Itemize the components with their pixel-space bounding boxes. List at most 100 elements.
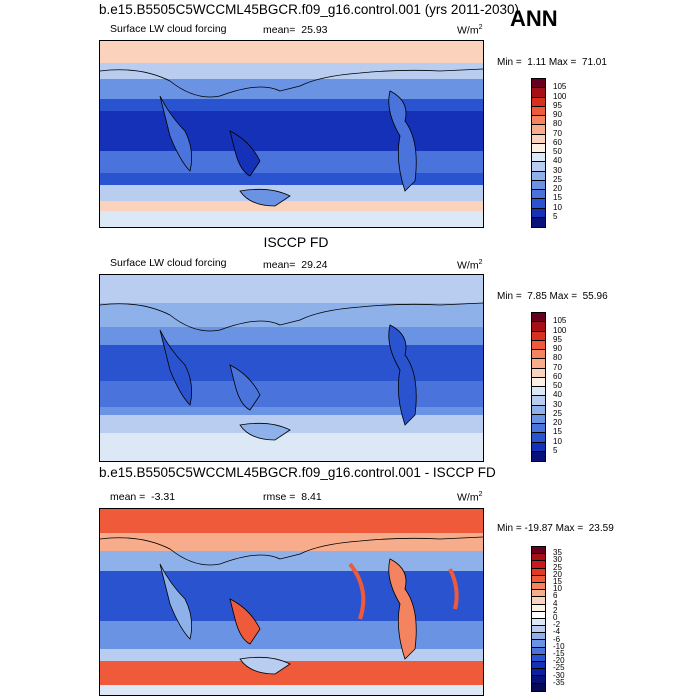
colorbar-swatch (532, 208, 545, 218)
colorbar-swatch (532, 433, 545, 443)
panel3-mean: mean = -3.31 (110, 491, 176, 503)
colorbar-swatch (532, 626, 545, 634)
colorbar-swatch (532, 340, 545, 350)
colorbar-tick-label: -2 (553, 620, 561, 630)
colorbar-swatch (532, 582, 545, 591)
colorbar-tick-label: 35 (553, 548, 562, 558)
case-title: b.e15.B5505C5WCCML45BGCR.f09_g16.control… (99, 2, 519, 17)
colorbar-tick-label: 15 (553, 577, 562, 586)
colorbar-tick-label: 70 (553, 128, 562, 138)
panel3-diff-map (99, 508, 484, 696)
colorbar-swatch (532, 97, 545, 107)
colorbar-tick-label: 25 (553, 408, 562, 418)
colorbar-tick-label: 95 (553, 100, 562, 110)
colorbar-tick-label: 6 (553, 591, 558, 601)
colorbar-swatch (532, 106, 545, 116)
colorbar-swatch (532, 451, 545, 461)
colorbar-tick-label: 10 (553, 584, 562, 594)
panel3-minmax: Min = -19.87 Max = 23.59 (497, 523, 614, 534)
colorbar-swatch (532, 590, 545, 598)
colorbar-tick-label: 40 (553, 156, 562, 166)
panel1-field-label: Surface LW cloud forcing (110, 23, 227, 35)
colorbar-swatch (532, 162, 545, 172)
colorbar-swatch (532, 611, 545, 619)
diff-title: b.e15.B5505C5WCCML45BGCR.f09_g16.control… (99, 465, 496, 480)
colorbar-tick-label: 40 (553, 390, 562, 400)
colorbar-swatch (532, 143, 545, 153)
colorbar-swatch (532, 313, 545, 323)
colorbar-tick-label: 90 (553, 344, 562, 353)
colorbar-tick-label: -20 (553, 656, 565, 666)
colorbar-swatch (532, 669, 545, 677)
colorbar-tick-label: -10 (553, 641, 565, 651)
colorbar-tick-label: 100 (553, 325, 567, 335)
colorbar-tick-label: -4 (553, 627, 561, 637)
colorbar-tick-label: 20 (553, 418, 562, 427)
colorbar-swatch (532, 350, 545, 360)
colorbar-swatch (532, 153, 545, 163)
colorbar-tick-label: 5 (553, 211, 558, 221)
colorbar-tick-label: 25 (553, 562, 562, 572)
panel2-minmax: Min = 7.85 Max = 55.96 (497, 291, 608, 302)
colorbar-tick-label: -30 (553, 670, 565, 680)
colorbar-swatch (532, 171, 545, 181)
panel1-minmax: Min = 1.11 Max = 71.01 (497, 57, 607, 68)
colorbar-swatch (532, 640, 545, 648)
colorbar-swatch (532, 125, 545, 135)
colorbar-tick-label: 20 (553, 569, 562, 579)
panel2-mean: mean= 29.24 (263, 259, 328, 271)
colorbar-tick-label: 70 (553, 362, 562, 372)
panel1-model-map (99, 40, 484, 228)
colorbar-swatch (532, 134, 545, 144)
panel1-colorbar (531, 78, 546, 228)
colorbar-tick-label: 90 (553, 110, 562, 119)
colorbar-swatch (532, 647, 545, 655)
panel2-field-label: Surface LW cloud forcing (110, 257, 227, 269)
colorbar-tick-label: 30 (553, 165, 562, 175)
colorbar-swatch (532, 217, 545, 227)
colorbar-tick-label: 5 (553, 445, 558, 455)
colorbar-tick-label: -35 (553, 677, 565, 687)
colorbar-swatch (532, 322, 545, 332)
colorbar-tick-label: 15 (553, 193, 562, 203)
colorbar-swatch (532, 597, 545, 605)
colorbar-tick-label: 30 (553, 555, 562, 565)
colorbar-swatch (532, 377, 545, 387)
panel2-map-graphic (100, 275, 483, 461)
colorbar-swatch (532, 547, 545, 555)
colorbar-tick-label: 105 (553, 82, 567, 92)
colorbar-swatch (532, 618, 545, 627)
panel1-map-graphic (100, 41, 483, 227)
colorbar-swatch (532, 199, 545, 209)
colorbar-tick-label: 80 (553, 119, 562, 129)
colorbar-tick-label: 80 (553, 353, 562, 363)
panel1-mean: mean= 25.93 (263, 24, 328, 36)
colorbar-swatch (532, 387, 545, 397)
panel3-map-graphic (100, 509, 483, 695)
panel1-units: W/m2 (457, 24, 483, 37)
colorbar-swatch (532, 88, 545, 98)
colorbar-swatch (532, 676, 545, 684)
panel3-units: W/m2 (457, 491, 483, 504)
colorbar-swatch (532, 190, 545, 200)
colorbar-tick-label: 10 (553, 436, 562, 446)
colorbar-swatch (532, 405, 545, 415)
colorbar-swatch (532, 568, 545, 576)
colorbar-tick-label: 50 (553, 147, 562, 156)
obs-title: ISCCP FD (263, 234, 329, 250)
colorbar-tick-label: 20 (553, 184, 562, 193)
colorbar-tick-label: 25 (553, 174, 562, 184)
colorbar-swatch (532, 180, 545, 190)
colorbar-swatch (532, 575, 545, 583)
colorbar-tick-label: 105 (553, 316, 567, 326)
colorbar-tick-label: 100 (553, 91, 567, 101)
season-label: ANN (510, 6, 558, 31)
colorbar-swatch (532, 414, 545, 424)
colorbar-tick-label: 2 (553, 605, 558, 615)
colorbar-swatch (532, 331, 545, 341)
colorbar-swatch (532, 633, 545, 641)
colorbar-swatch (532, 554, 545, 562)
colorbar-tick-label: -6 (553, 634, 561, 644)
colorbar-tick-label: 10 (553, 202, 562, 212)
colorbar-tick-label: 50 (553, 381, 562, 390)
